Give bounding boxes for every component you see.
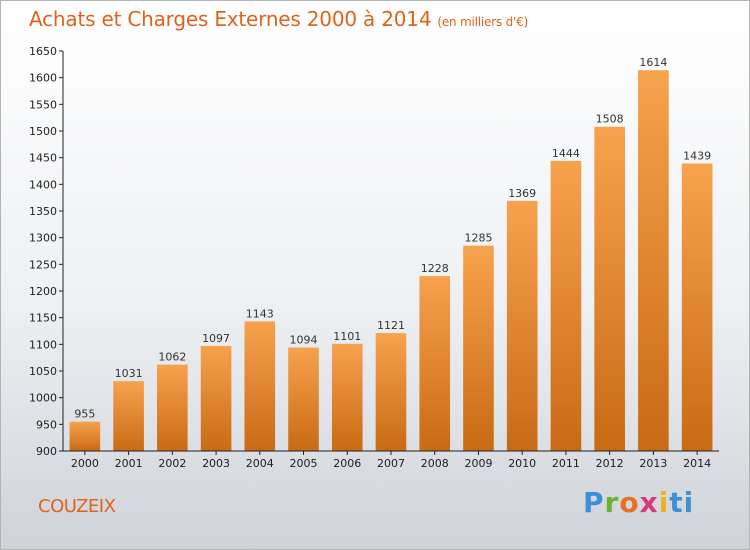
- bar-2009: [463, 245, 494, 451]
- bar-2000: [69, 421, 101, 451]
- chart-unit: (en milliers d'€): [437, 15, 529, 29]
- value-label-2012: 1508: [596, 113, 624, 126]
- x-tick-label-2006: 2006: [333, 457, 361, 470]
- x-tick-label-2010: 2010: [508, 457, 536, 470]
- x-tick-label-2004: 2004: [246, 457, 274, 470]
- value-label-2005: 1094: [290, 334, 318, 347]
- y-tick-label-1300: 1300: [29, 232, 57, 245]
- x-tick-label-2009: 2009: [464, 457, 492, 470]
- y-tick-label-1200: 1200: [29, 285, 57, 298]
- x-tick-label-2012: 2012: [596, 457, 624, 470]
- chart-title: Achats et Charges Externes 2000 à 2014 (e…: [29, 7, 528, 31]
- bar-2014: [681, 163, 713, 451]
- y-tick-label-1600: 1600: [29, 72, 57, 85]
- bar-2008: [419, 276, 451, 451]
- x-tick-label-2000: 2000: [71, 457, 99, 470]
- y-tick-label-1350: 1350: [29, 205, 57, 218]
- x-tick-label-2013: 2013: [639, 457, 667, 470]
- value-label-2014: 1439: [683, 150, 711, 163]
- value-label-2001: 1031: [115, 367, 143, 380]
- y-tick-label-1550: 1550: [29, 98, 57, 111]
- value-label-2003: 1097: [202, 332, 230, 345]
- x-tick-label-2001: 2001: [115, 457, 143, 470]
- x-tick-label-2005: 2005: [290, 457, 318, 470]
- value-label-2007: 1121: [377, 319, 405, 332]
- y-tick-label-1250: 1250: [29, 258, 57, 271]
- x-tick-label-2007: 2007: [377, 457, 405, 470]
- bar-2007: [375, 333, 407, 451]
- x-tick-label-2011: 2011: [552, 457, 580, 470]
- y-tick-label-1000: 1000: [29, 392, 57, 405]
- y-tick-label-1500: 1500: [29, 125, 57, 138]
- value-label-2002: 1062: [158, 351, 186, 364]
- axes-group: [59, 50, 719, 455]
- value-label-2006: 1101: [333, 330, 361, 343]
- value-label-2009: 1285: [464, 232, 492, 245]
- y-tick-label-1100: 1100: [29, 338, 57, 351]
- value-label-2004: 1143: [246, 307, 274, 320]
- bar-2011: [550, 160, 582, 451]
- bar-2002: [157, 364, 188, 451]
- bar-2004: [244, 321, 276, 451]
- x-tick-label-2014: 2014: [683, 457, 711, 470]
- value-label-2000: 955: [74, 408, 95, 421]
- y-tick-label-1050: 1050: [29, 365, 57, 378]
- bar-2005: [288, 347, 319, 451]
- x-tick-label-2003: 2003: [202, 457, 230, 470]
- bar-2006: [331, 343, 363, 451]
- value-label-2010: 1369: [508, 187, 536, 200]
- y-tick-label-1450: 1450: [29, 152, 57, 165]
- bar-2012: [594, 126, 625, 451]
- y-tick-label-1150: 1150: [29, 312, 57, 325]
- y-tick-label-1400: 1400: [29, 178, 57, 191]
- y-tick-label-950: 950: [36, 418, 57, 431]
- y-tick-label-900: 900: [36, 445, 57, 458]
- value-label-2008: 1228: [421, 262, 449, 275]
- commune-name: COUZEIX: [38, 496, 116, 517]
- bars-group: [69, 70, 713, 451]
- x-tick-label-2008: 2008: [421, 457, 449, 470]
- bar-2013: [638, 70, 669, 451]
- bar-2001: [113, 381, 144, 451]
- bar-2010: [506, 200, 538, 451]
- bar-2003: [200, 345, 232, 451]
- proxiti-logo: Proxiti: [583, 486, 695, 519]
- value-label-2011: 1444: [552, 147, 580, 160]
- chart-title-text: Achats et Charges Externes 2000 à 2014: [29, 7, 432, 31]
- y-tick-label-1650: 1650: [29, 45, 57, 58]
- value-label-2013: 1614: [639, 56, 667, 69]
- x-tick-label-2002: 2002: [158, 457, 186, 470]
- labels-group: 955 2000 1031 2001 1062 2002 1097 2003 1143 2004 1…: [29, 45, 711, 470]
